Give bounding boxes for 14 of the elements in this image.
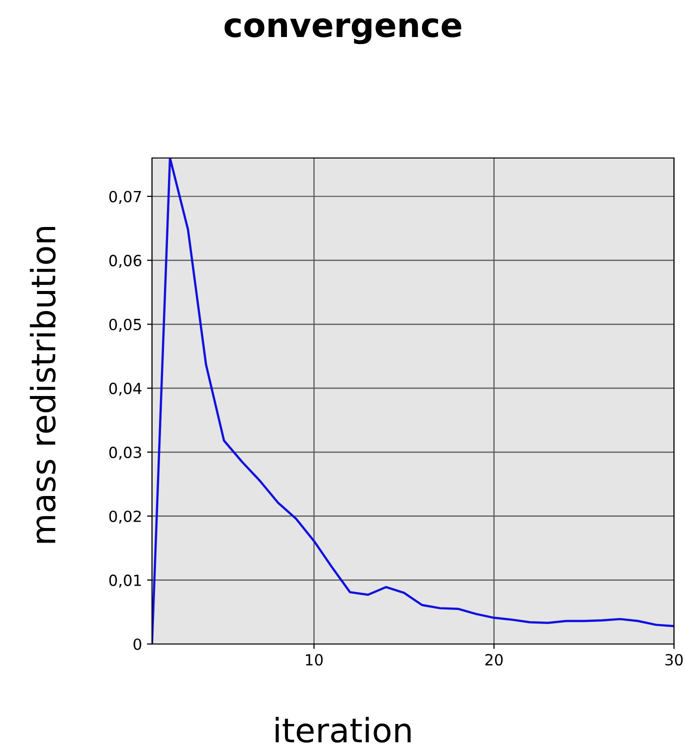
y-tick-label: 0,02 — [109, 510, 141, 524]
x-tick-label: 10 — [306, 654, 323, 666]
y-tick-label: 0,07 — [109, 190, 141, 204]
y-axis-title: mass redistribution — [30, 227, 56, 543]
y-tick-label: 0 — [134, 638, 142, 650]
y-tick-label: 0,04 — [109, 382, 142, 396]
chart-title: convergence — [224, 18, 462, 44]
y-tick-label: 0,03 — [109, 446, 142, 460]
y-tick-label: 0,06 — [109, 254, 142, 268]
y-tick-label: 0,05 — [109, 318, 141, 332]
x-tick-label: 20 — [485, 654, 503, 666]
y-tick-label: 0,01 — [109, 574, 141, 588]
x-tick-label: 30 — [665, 654, 683, 666]
x-axis-title: iteration — [276, 716, 411, 743]
